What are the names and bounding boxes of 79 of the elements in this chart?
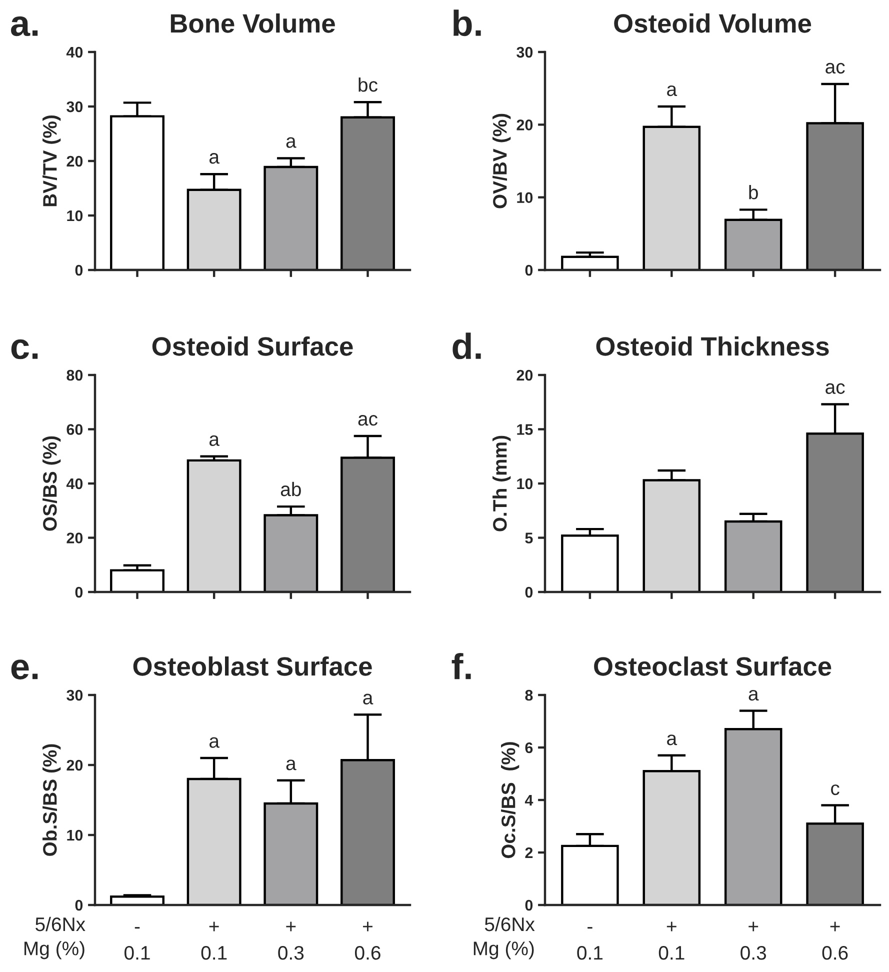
y-tick-label: 20 [516, 120, 533, 130]
x-tick-label: - 0.1 [124, 927, 150, 960]
text: c. [11, 339, 38, 360]
text: 5/6Nx [36, 916, 86, 932]
y-tick-label: 6 [525, 742, 533, 754]
data-label: ac [826, 383, 845, 394]
y-axis-title: OS/BS (%) [42, 436, 61, 531]
x-tick-label: + 0.1 [658, 922, 684, 960]
y-tick-label: 0 [75, 900, 83, 911]
y-tick-label: 30 [516, 46, 533, 58]
x-tick-label: + 0.3 [278, 922, 304, 960]
y-tick-label: 15 [517, 424, 533, 435]
data-label: a [667, 85, 678, 96]
text: a. [11, 16, 38, 36]
data-label: b [749, 185, 758, 200]
x-tick-label: + 0.6 [354, 922, 380, 960]
y-tick-label: 40 [66, 46, 83, 58]
y-tick-label: 10 [67, 830, 83, 841]
x-tick-label: + 0.1 [201, 922, 227, 960]
y-tick-label: 40 [66, 478, 83, 490]
data-label: c [831, 784, 840, 796]
y-tick-label: 2 [525, 847, 533, 858]
bar [186, 459, 242, 592]
data-label: a [286, 760, 296, 770]
y-tick-label: 0 [525, 900, 533, 911]
x-tick-label: - 0.1 [577, 927, 603, 960]
data-label: a [210, 435, 220, 446]
data-label: a [286, 137, 296, 148]
chart-title: Osteoid Thickness [596, 336, 829, 356]
text: Mg (%) [474, 941, 534, 960]
y-tick-label: 10 [517, 192, 533, 204]
data-label: bc [358, 77, 378, 92]
y-tick-label: 8 [525, 690, 533, 701]
y-tick-label: 0 [75, 586, 83, 598]
data-label: a [363, 694, 374, 704]
chart-title: Osteoblast Surface [133, 656, 372, 676]
y-tick-label: 20 [66, 532, 83, 544]
y-axis-title: OV/BV (%) [492, 114, 511, 208]
y-tick-label: 4 [524, 795, 534, 806]
y-tick-label: 20 [66, 156, 83, 167]
x-tick-label: + 0.6 [822, 922, 848, 960]
bar [110, 569, 164, 592]
chart-title: Osteoid Surface [152, 336, 353, 356]
y-axis-title: Ob.S/BS (%) [42, 744, 61, 856]
text: d. [452, 332, 481, 360]
chart-title: Osteoclast Surface [594, 656, 832, 676]
y-tick-label: 60 [66, 424, 83, 435]
y-tick-label: 10 [517, 478, 533, 490]
y-tick-label: 5 [525, 532, 533, 544]
data-label: ac [358, 415, 378, 426]
y-tick-label: 80 [66, 370, 83, 381]
text: b. [454, 10, 481, 36]
bar [561, 256, 619, 270]
data-label: a [667, 734, 678, 746]
chart-title: Osteoid Volume [614, 13, 812, 33]
data-label: a [210, 737, 220, 748]
y-tick-label: 20 [66, 760, 83, 771]
y-tick-label: 0 [525, 264, 533, 276]
data-label: ab [280, 482, 301, 496]
y-tick-label: 10 [67, 210, 83, 222]
data-label: a [210, 153, 220, 164]
text: f. [452, 652, 471, 680]
y-tick-label: 30 [66, 101, 83, 112]
y-axis-title: O.Th (mm) [492, 436, 511, 532]
y-tick-label: 20 [516, 370, 533, 381]
text: Mg (%) [24, 941, 84, 960]
bar [110, 895, 164, 905]
y-axis-title: BV/TV (%) [42, 116, 61, 206]
bar [561, 534, 619, 592]
text: 5/6Nx [484, 916, 535, 932]
text: e. [11, 660, 38, 680]
y-tick-label: 0 [525, 586, 533, 598]
y-axis-title: Oc.S/BS (%) [501, 742, 520, 858]
data-label: a [748, 690, 759, 701]
data-label: ac [826, 62, 845, 74]
x-tick-label: + 0.3 [740, 922, 766, 960]
y-tick-label: 30 [66, 690, 83, 701]
chart-title: Bone Volume [170, 13, 335, 33]
y-tick-label: 0 [75, 264, 83, 276]
